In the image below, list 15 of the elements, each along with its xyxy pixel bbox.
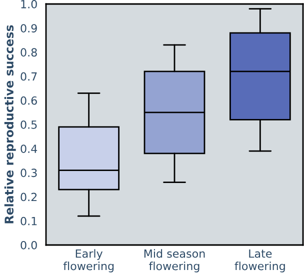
y-tick-label: 0.4 <box>20 144 38 153</box>
y-tick-label: 0.5 <box>20 120 37 129</box>
y-tick-label: 0.3 <box>20 168 37 178</box>
y-tick-label: 0.7 <box>20 72 37 81</box>
y-tick-label: 0.1 <box>20 216 37 226</box>
x-tick-label: Late flowering <box>234 250 285 272</box>
y-tick-label: 0.2 <box>20 192 37 202</box>
y-tick-label: 0.8 <box>20 48 37 57</box>
y-tick-label: 0.9 <box>20 24 37 32</box>
y-tick-label: 0.0 <box>20 240 37 250</box>
x-tick-label: Mid season flowering <box>144 249 205 272</box>
y-tick-label: 1.0 <box>21 0 37 8</box>
x-tick-label: Early flowering <box>63 249 114 272</box>
y-axis-title: Relative reproductive success <box>4 25 16 224</box>
y-tick-label: 0.6 <box>20 96 37 105</box>
